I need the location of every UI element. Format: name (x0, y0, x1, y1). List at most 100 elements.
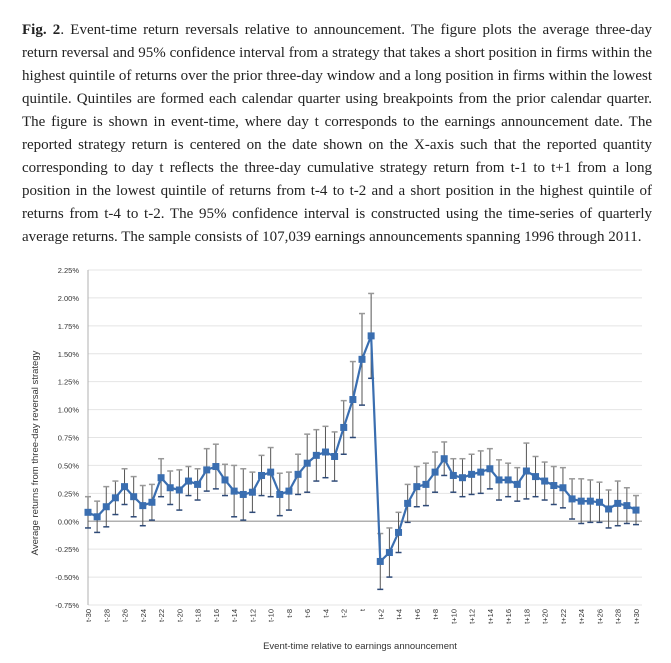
caption-text: . Event-time return reversals relative t… (22, 22, 652, 245)
data-point (102, 503, 110, 511)
series-line (84, 332, 640, 565)
data-point (203, 466, 211, 474)
figure-caption: Fig. 2. Event-time return reversals rela… (0, 0, 652, 249)
data-point (184, 477, 192, 485)
y-tick-label: 0.75% (58, 434, 80, 443)
data-point (458, 474, 466, 482)
x-tick-label: t-28 (102, 609, 111, 622)
data-point (513, 480, 521, 488)
x-tick-label: t-20 (175, 609, 184, 622)
data-point (614, 499, 622, 507)
x-tick-label: t+2 (376, 609, 385, 620)
x-tick-label: t-14 (230, 609, 239, 622)
data-point (239, 490, 247, 498)
data-point (130, 493, 138, 501)
x-tick-label: t+26 (595, 609, 604, 624)
data-point (312, 451, 320, 459)
data-point (321, 448, 329, 456)
x-tick-label: t+30 (632, 609, 641, 624)
data-point (486, 465, 494, 473)
x-tick-label: t-22 (157, 609, 166, 622)
y-tick-label: 0.25% (58, 489, 80, 498)
gridlines (87, 269, 642, 606)
y-tick-label: -0.75% (55, 601, 79, 610)
data-point (623, 502, 631, 510)
reversal-chart: -0.75% -0.50% -0.25% 0.00% 0.25% 0.50% 0.75% 1.… (30, 266, 642, 652)
x-tick-label: t+18 (522, 609, 531, 624)
x-tick-label: t+20 (541, 609, 550, 624)
x-tick-label: t+22 (559, 609, 568, 624)
figure-label: Fig. 2 (22, 22, 61, 38)
data-point (294, 470, 302, 478)
data-point (431, 468, 439, 476)
x-tick-label: t-10 (267, 609, 276, 622)
data-point (93, 513, 101, 521)
x-tick-label: t-8 (285, 609, 294, 618)
y-tick-label: 2.00% (58, 294, 80, 303)
x-tick-label: t-4 (321, 609, 330, 618)
x-tick-label: t-18 (194, 609, 203, 622)
x-tick-label: t+12 (468, 609, 477, 624)
x-tick-label: t+10 (449, 609, 458, 624)
x-tick-label: t (358, 608, 367, 611)
data-point (175, 486, 183, 494)
data-point (276, 490, 284, 498)
data-point (495, 476, 503, 484)
data-point (577, 497, 585, 505)
x-tick-label: t-2 (340, 609, 349, 618)
data-point (303, 459, 311, 467)
x-tick-label: t-16 (212, 609, 221, 622)
x-tick-label: t-12 (248, 609, 257, 622)
data-point (230, 487, 238, 495)
data-point (358, 355, 366, 363)
data-point (212, 463, 220, 471)
y-tick-label: 1.50% (58, 350, 80, 359)
data-point (422, 480, 430, 488)
data-point (395, 528, 403, 536)
x-tick-label: t+6 (413, 609, 422, 620)
data-point (194, 480, 202, 488)
data-point (349, 396, 357, 404)
data-point (285, 487, 293, 495)
data-point (367, 332, 375, 340)
x-tick-label: t-26 (121, 609, 130, 622)
x-tick-label: t+14 (486, 609, 495, 624)
data-point (385, 549, 393, 557)
data-point (221, 476, 229, 484)
data-point (477, 468, 485, 476)
data-point (166, 484, 174, 492)
data-point (440, 455, 448, 463)
x-tick-labels: t-30 t-28 t-26 t-24 t-22 t-20 t-18 t-16 t-14 t-12… (84, 608, 641, 624)
data-point (632, 506, 640, 514)
data-point (413, 483, 421, 491)
y-tick-label: 1.25% (58, 378, 80, 387)
data-point (449, 471, 457, 479)
error-bars (85, 292, 639, 591)
data-point (568, 495, 576, 503)
y-tick-labels: -0.75% -0.50% -0.25% 0.00% 0.25% 0.50% 0.75% 1.… (55, 266, 79, 610)
x-tick-label: t+28 (614, 609, 623, 624)
data-point (139, 502, 147, 510)
data-point (376, 557, 384, 565)
data-point (340, 423, 348, 431)
data-point (111, 494, 119, 502)
data-point (605, 505, 613, 513)
y-tick-label: 1.75% (58, 322, 80, 331)
y-tick-label: 1.00% (58, 406, 80, 415)
y-tick-label: 2.25% (58, 266, 80, 275)
x-tick-label: t+4 (395, 609, 404, 620)
y-axis-title: Average returns from three-day reversal … (30, 350, 41, 555)
x-tick-label: t+24 (577, 609, 586, 624)
y-tick-label: 0.00% (58, 517, 80, 526)
data-point (532, 473, 540, 481)
x-tick-label: t-30 (84, 609, 93, 622)
x-tick-label: t-6 (303, 609, 312, 618)
data-point (586, 497, 594, 505)
data-point (148, 498, 156, 506)
data-point (559, 484, 567, 492)
data-point (522, 467, 530, 475)
data-point (504, 476, 512, 484)
x-tick-label: t+8 (431, 609, 440, 620)
data-point (157, 474, 165, 482)
y-tick-label: -0.50% (55, 573, 79, 582)
